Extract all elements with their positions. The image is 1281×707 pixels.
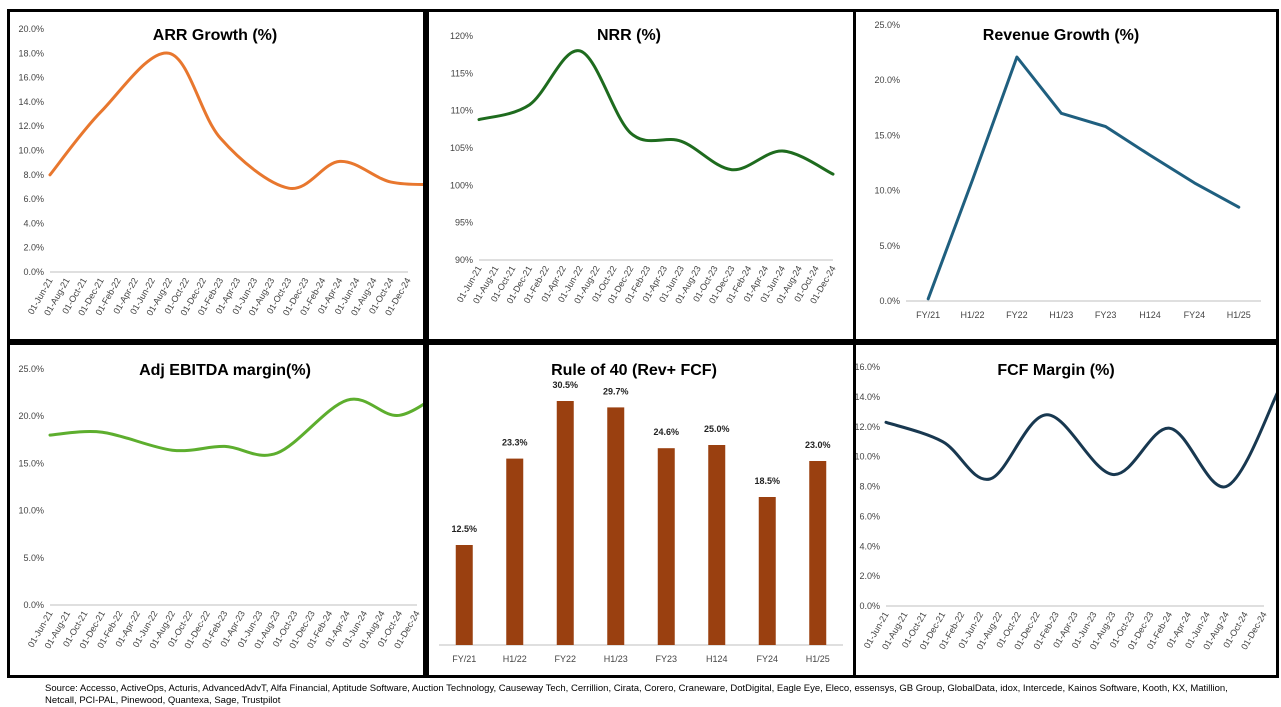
y-tick-label: 120% [450, 31, 473, 41]
y-tick-label: 0.0% [879, 296, 900, 306]
y-tick-label: 14.0% [856, 392, 880, 402]
y-tick-label: 95% [455, 218, 473, 228]
x-tick-label: H1/23 [604, 654, 628, 664]
y-tick-label: 18.0% [18, 48, 44, 58]
rule-of-40-panel: Rule of 40 (Rev+ FCF) FY/21 H1/22 FY22 H1/23… [426, 342, 856, 678]
chart-title: FCF Margin (%) [997, 362, 1114, 379]
bar [455, 545, 473, 645]
data-label: 23.0% [805, 440, 831, 450]
y-tick-label: 4.0% [859, 541, 880, 551]
y-tick-label: 14.0% [18, 97, 44, 107]
y-tick-label: 0.0% [23, 600, 44, 610]
y-tick-label: 100% [450, 180, 473, 190]
x-tick-label: FY23 [1095, 310, 1117, 320]
y-tick-label: 110% [451, 106, 473, 116]
chart-title: ARR Growth (%) [153, 27, 277, 44]
data-label: 18.5% [754, 476, 780, 486]
chart-title: Adj EBITDA margin(%) [139, 362, 311, 379]
y-tick-label: 16.0% [856, 362, 880, 372]
series-line [477, 49, 835, 176]
x-tick-label: H1/23 [1049, 310, 1073, 320]
y-tick-label: 10.0% [18, 506, 44, 516]
chart-title: Revenue Growth (%) [983, 27, 1139, 44]
chart-title: Rule of 40 (Rev+ FCF) [551, 362, 717, 379]
series-line [884, 392, 1276, 489]
x-tick-label: FY24 [756, 654, 778, 664]
y-tick-label: 10.0% [18, 146, 44, 156]
y-tick-label: 16.0% [18, 73, 44, 83]
y-tick-label: 90% [455, 255, 473, 265]
revenue-growth-chart: Revenue Growth (%) 0.0% 5.0% 10.0% 15.0% 20.0… [874, 20, 1261, 320]
data-label: 24.6% [653, 427, 679, 437]
nrr-chart: NRR (%)90%95%100%105%110%115%120%01-Jun-… [450, 27, 838, 305]
data-label: 29.7% [603, 386, 629, 396]
chart-title: NRR (%) [597, 27, 661, 44]
y-tick-label: 0.0% [859, 601, 880, 611]
bar [657, 448, 675, 645]
y-tick-label: 20.0% [874, 75, 900, 85]
x-tick-label: H1/22 [503, 654, 527, 664]
bar [607, 407, 625, 645]
data-label: 23.3% [502, 438, 528, 448]
x-tick-label: H124 [706, 654, 728, 664]
y-tick-label: 115% [451, 68, 473, 78]
y-tick-label: 6.0% [23, 194, 44, 204]
y-tick-label: 105% [450, 143, 473, 153]
bar [556, 401, 574, 645]
y-tick-label: 8.0% [859, 482, 880, 492]
x-tick-label: H1/25 [1227, 310, 1251, 320]
fcf-margin-chart: FCF Margin (%) 0.0% 2.0% 4.0% 6.0% 8.0% 10.0% 1… [856, 362, 1276, 651]
series-line [48, 397, 423, 457]
data-label: 30.5% [552, 380, 578, 390]
arr-growth-panel: ARR Growth (%) 0.0% 2.0% 4.0% 6.0% 8.0% 10.0% 1… [7, 9, 426, 342]
arr-growth-chart: ARR Growth (%) 0.0% 2.0% 4.0% 6.0% 8.0% 10.0% 1… [18, 24, 423, 317]
y-tick-label: 2.0% [23, 243, 44, 253]
y-tick-label: 5.0% [23, 553, 44, 563]
y-tick-label: 2.0% [859, 571, 880, 581]
y-tick-label: 25.0% [18, 364, 44, 374]
rule-of-40-chart: Rule of 40 (Rev+ FCF) FY/21 H1/22 FY22 H1/23… [439, 362, 843, 664]
adj-ebitda-margin-chart: Adj EBITDA margin(%) 0.0% 5.0% 10.0% 15.0% 20… [18, 362, 423, 650]
fcf-margin-panel: FCF Margin (%) 0.0% 2.0% 4.0% 6.0% 8.0% 10.0% 1… [853, 342, 1279, 678]
data-label: 12.5% [451, 524, 477, 534]
y-tick-label: 15.0% [18, 458, 44, 468]
source-footnote: Source: Accesso, ActiveOps, Acturis, Adv… [45, 683, 1228, 706]
x-tick-label: FY/21 [916, 310, 940, 320]
y-tick-label: 10.0% [856, 452, 880, 462]
series-line [926, 55, 1241, 301]
x-tick-label: FY22 [554, 654, 576, 664]
bar [809, 461, 827, 645]
y-tick-label: 25.0% [874, 20, 900, 30]
nrr-panel: NRR (%) 90% 95% 100% 105% 110% 115% 120% 01-Jun-… [426, 9, 856, 342]
y-tick-label: 20.0% [18, 24, 44, 34]
x-tick-label: H1/22 [961, 310, 985, 320]
y-tick-label: 8.0% [23, 170, 44, 180]
adj-ebitda-margin-panel: Adj EBITDA margin(%) 0.0% 5.0% 10.0% 15.0% 20… [7, 342, 426, 678]
series-line [48, 51, 423, 190]
y-tick-label: 15.0% [874, 130, 900, 140]
x-tick-label: FY23 [655, 654, 677, 664]
x-tick-label: H1/25 [806, 654, 830, 664]
y-tick-label: 6.0% [859, 511, 880, 521]
x-tick-label: FY24 [1184, 310, 1206, 320]
x-tick-label: H124 [1139, 310, 1161, 320]
bar [708, 445, 726, 645]
y-tick-label: 12.0% [856, 422, 880, 432]
x-tick-label: FY22 [1006, 310, 1028, 320]
revenue-growth-panel: Revenue Growth (%) 0.0% 5.0% 10.0% 15.0% 20.0… [853, 9, 1279, 342]
dashboard-grid: ARR Growth (%) 0.0% 2.0% 4.0% 6.0% 8.0% 10.0% 1… [7, 9, 1279, 678]
y-tick-label: 10.0% [874, 186, 900, 196]
bar [506, 458, 524, 645]
y-tick-label: 4.0% [23, 218, 44, 228]
data-label: 25.0% [704, 424, 730, 434]
y-tick-label: 12.0% [18, 121, 44, 131]
y-tick-label: 0.0% [23, 267, 44, 277]
bar [758, 497, 776, 645]
y-tick-label: 20.0% [18, 411, 44, 421]
y-tick-label: 5.0% [879, 241, 900, 251]
x-tick-label: FY/21 [452, 654, 476, 664]
